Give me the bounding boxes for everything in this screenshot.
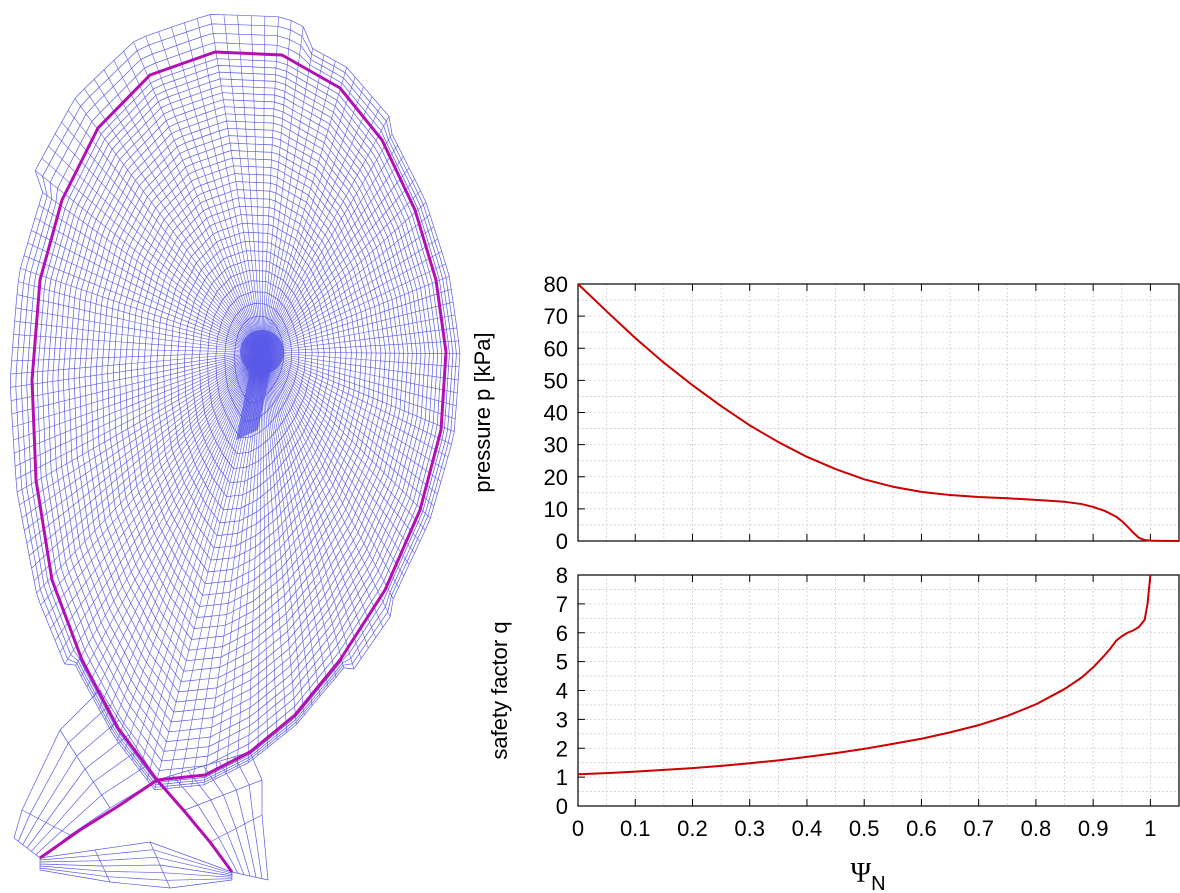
y-axis-label: pressure p [kPa] <box>470 332 495 492</box>
y-tick-label: 50 <box>544 368 568 393</box>
y-tick-label: 30 <box>544 433 568 458</box>
y-tick-label: 70 <box>544 304 568 329</box>
y-tick-label: 6 <box>556 621 568 646</box>
divertor-mesh <box>13 689 269 889</box>
separatrix-leg-outer <box>155 779 234 873</box>
x-tick-label: 0.7 <box>963 816 994 841</box>
pressure-curve <box>577 283 1180 542</box>
separatrix <box>30 50 448 782</box>
x-tick-label: 0 <box>572 816 584 841</box>
mesh-poloidal-spokes <box>10 14 460 790</box>
y-tick-label: 0 <box>556 794 568 819</box>
x-tick-label: 0.6 <box>906 816 937 841</box>
mesh-dense-band <box>236 360 272 440</box>
separatrix-leg-inner <box>39 778 158 860</box>
x-tick-label: 0.2 <box>677 816 708 841</box>
y-tick-label: 80 <box>544 272 568 297</box>
magnetic-axis-region <box>240 330 284 374</box>
flux-surface-mesh <box>10 14 461 889</box>
y-tick-label: 60 <box>544 336 568 361</box>
y-tick-label: 20 <box>544 465 568 490</box>
y-tick-label: 7 <box>556 592 568 617</box>
pressure-panel: 0 10 20 30 40 50 60 70 80 pressure p [kPa] <box>470 272 1180 554</box>
y-tick-label: 40 <box>544 401 568 426</box>
y-tick-label: 2 <box>556 736 568 761</box>
safety-factor-panel: 0 0.1 0.2 0.3 0.4 0.5 0.6 0.7 0.8 0.9 1 0 1 2 3 4 5 6 7 8 sa… <box>487 563 1180 893</box>
safety-factor-curve <box>577 574 1152 776</box>
y-tick-label: 0 <box>556 529 568 554</box>
x-tick-label: 1 <box>1144 816 1156 841</box>
x-tick-label: 0.9 <box>1078 816 1109 841</box>
x-tick-label: 0.5 <box>849 816 880 841</box>
y-tick-label: 5 <box>556 650 568 675</box>
y-tick-label: 4 <box>556 679 568 704</box>
x-tick-label: 0.8 <box>1021 816 1052 841</box>
y-tick-label: 1 <box>556 765 568 790</box>
y-axis-label: safety factor q <box>487 621 512 759</box>
x-tick-label: 0.1 <box>620 816 651 841</box>
x-tick-label: 0.3 <box>734 816 765 841</box>
mesh-flux-surfaces <box>10 14 461 791</box>
x-axis-label: ΨN <box>850 858 885 893</box>
x-tick-label: 0.4 <box>792 816 823 841</box>
y-tick-label: 10 <box>544 497 568 522</box>
separatrix-curve <box>30 50 448 873</box>
y-tick-label: 8 <box>556 563 568 588</box>
y-tick-label: 3 <box>556 707 568 732</box>
